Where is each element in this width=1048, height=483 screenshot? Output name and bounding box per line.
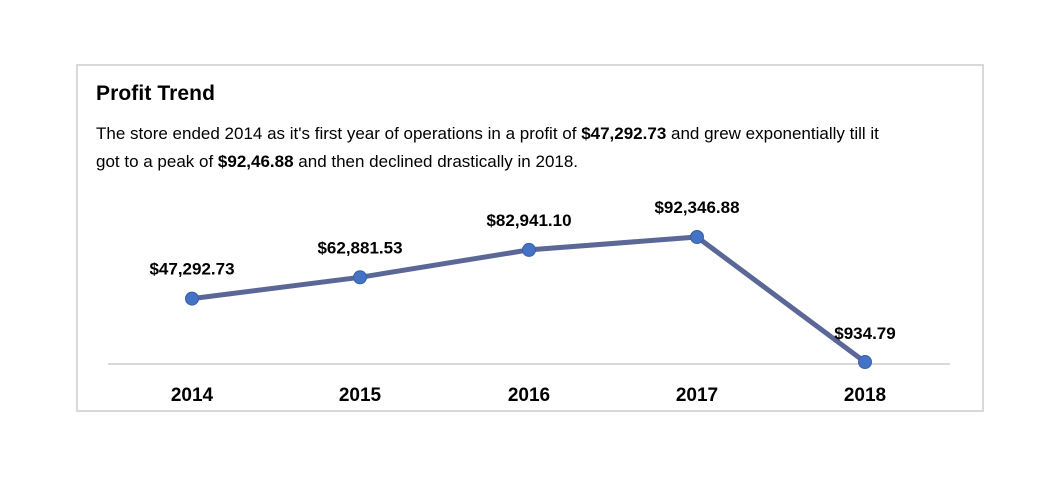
data-point-2016 bbox=[522, 242, 536, 257]
chart-description: The store ended 2014 as it's first year … bbox=[96, 120, 896, 176]
x-tick-2016: 2016 bbox=[508, 385, 550, 406]
desc-bold-start-profit: $47,292.73 bbox=[581, 124, 667, 143]
data-point-2014 bbox=[185, 291, 199, 306]
x-tick-2014: 2014 bbox=[171, 385, 214, 406]
x-tick-2015: 2015 bbox=[339, 385, 382, 406]
data-label-2014: $47,292.73 bbox=[149, 260, 234, 279]
data-label-2015: $62,881.53 bbox=[317, 238, 402, 257]
data-label-2017: $92,346.88 bbox=[654, 198, 739, 217]
data-label-2018: $934.79 bbox=[834, 324, 895, 343]
x-tick-2017: 2017 bbox=[676, 385, 718, 406]
data-point-2017 bbox=[690, 230, 704, 244]
x-tick-2018: 2018 bbox=[844, 385, 886, 406]
data-markers bbox=[185, 230, 872, 369]
data-label-2016: $82,941.10 bbox=[486, 211, 571, 230]
desc-text-1: The store ended 2014 as it's first year … bbox=[96, 124, 582, 143]
desc-text-3: and then declined drastically in 2018. bbox=[293, 152, 579, 171]
chart-title: Profit Trend bbox=[96, 82, 216, 105]
desc-text-2: and grew exponentially till it got to a … bbox=[96, 124, 879, 171]
x-axis-labels: 2014 2015 2016 2017 2018 bbox=[171, 385, 886, 406]
desc-bold-peak-profit: $92,46.88 bbox=[217, 152, 294, 171]
data-point-2015 bbox=[353, 270, 367, 285]
chart-card bbox=[76, 64, 984, 412]
data-labels: $47,292.73 $62,881.53 $82,941.10 $92,346.88… bbox=[149, 198, 895, 343]
data-point-2018 bbox=[858, 355, 872, 369]
